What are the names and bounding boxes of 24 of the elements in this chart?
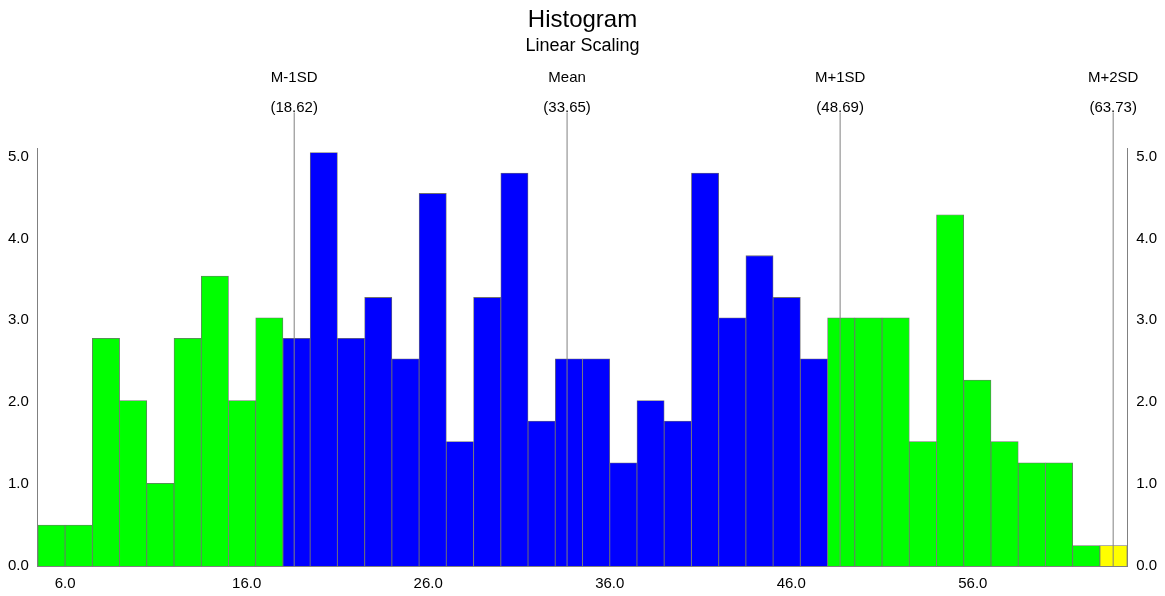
y2-tick-label: 0.0 [1136, 556, 1158, 574]
x-tick-label: 6.0 [54, 574, 76, 592]
y2-tick-label: 4.0 [1136, 228, 1158, 246]
chart-title: Histogram [527, 5, 638, 33]
y-tick-label: 2.0 [7, 392, 29, 410]
ref-line-label: M+1SD (48.69) [814, 68, 866, 116]
x-tick-label: 56.0 [958, 574, 988, 592]
ref-line-label: M-1SD (18.62) [270, 68, 318, 116]
ref-line-label: Mean (33.65) [543, 68, 591, 116]
chart-subtitle: Linear Scaling [525, 34, 640, 55]
y2-tick-label: 2.0 [1136, 392, 1158, 410]
y-tick-label: 4.0 [7, 228, 29, 246]
y-tick-label: 3.0 [7, 310, 29, 328]
y2-tick-label: 5.0 [1136, 146, 1158, 164]
y-tick-label: 5.0 [7, 146, 29, 164]
y2-tick-label: 1.0 [1136, 474, 1158, 492]
ref-line-label: M+2SD (63.73) [1087, 68, 1139, 116]
x-tick-label: 16.0 [232, 574, 262, 592]
x-tick-label: 36.0 [595, 574, 625, 592]
x-tick-label: 26.0 [413, 574, 443, 592]
y-tick-label: 1.0 [7, 474, 29, 492]
y-tick-label: 0.0 [7, 556, 29, 574]
y2-tick-label: 3.0 [1136, 310, 1158, 328]
x-tick-label: 46.0 [776, 574, 806, 592]
